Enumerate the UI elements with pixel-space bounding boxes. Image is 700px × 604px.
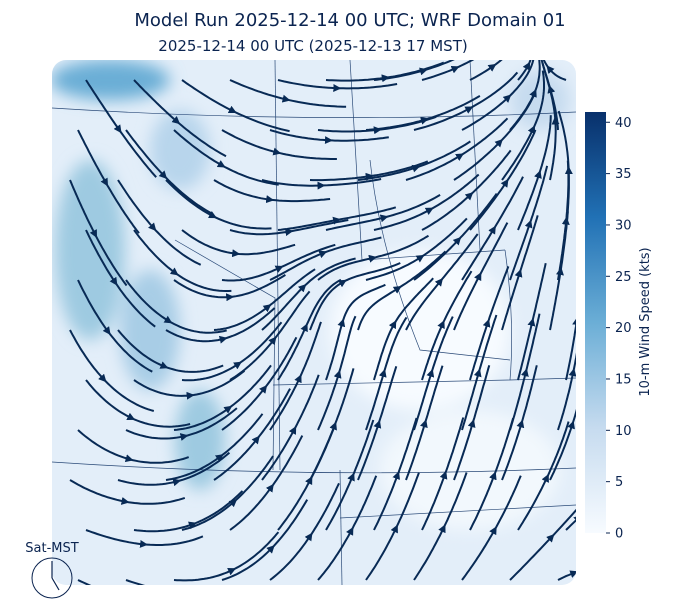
subtitle: 2025-12-14 00 UTC (2025-12-13 17 MST)	[158, 37, 467, 55]
streamline-arrow	[414, 167, 417, 168]
streamline-arrow	[538, 174, 539, 177]
streamline-arrow	[94, 232, 95, 235]
streamline-arrow	[478, 372, 479, 375]
map	[50, 51, 590, 600]
streamline-arrow	[441, 324, 442, 327]
streamline-arrow	[230, 570, 233, 571]
colorbar-tick-label: 10	[615, 424, 632, 439]
streamline-arrow	[236, 364, 239, 366]
streamline-arrow	[419, 257, 422, 259]
streamline-arrow	[521, 423, 522, 426]
streamline-arrow	[383, 373, 384, 376]
streamline-arrow	[218, 456, 220, 458]
streamline-arrow	[129, 417, 132, 418]
streamline-arrow	[166, 320, 169, 322]
streamline-arrow	[293, 430, 294, 433]
clock-label: Sat-MST	[25, 541, 78, 556]
streamline-arrow	[220, 164, 223, 165]
streamline-arrow	[395, 528, 396, 531]
colorbar-tick-label: 20	[615, 321, 632, 336]
streamline-arrow	[577, 518, 579, 520]
streamline-arrow	[467, 108, 470, 109]
streamline-arrow	[492, 229, 494, 232]
streamline-arrow	[221, 339, 224, 340]
colorbar-tick-label: 15	[615, 372, 632, 387]
streamline-arrow	[527, 65, 528, 68]
title: Model Run 2025-12-14 00 UTC; WRF Domain …	[134, 10, 565, 31]
streamline-arrow	[458, 155, 461, 157]
streamline-arrow	[444, 475, 445, 478]
streamline-arrow	[453, 68, 456, 69]
streamline-arrow	[231, 110, 234, 111]
streamline-arrow	[97, 589, 100, 590]
streamline-arrow	[493, 530, 494, 533]
colorbar-ticks: 0 5 10 15 20 25 30 35 40	[606, 116, 632, 542]
streamline-arrow	[532, 322, 533, 325]
streamline-arrow	[397, 475, 398, 478]
colorbar-tick-label: 0	[615, 527, 623, 542]
streamline-arrow	[422, 120, 425, 121]
colorbar-tick-label: 40	[615, 116, 632, 131]
streamline-arrow	[424, 423, 425, 426]
streamline-arrow	[162, 365, 165, 366]
streamline-arrow	[487, 323, 488, 326]
streamline-arrow	[298, 378, 299, 381]
streamline-arrow	[505, 182, 507, 184]
streamline-arrow	[305, 327, 306, 330]
streamline-arrow	[573, 372, 574, 375]
streamline-arrow	[127, 458, 130, 459]
streamline-arrow	[572, 573, 575, 574]
streamline-arrow	[428, 210, 431, 211]
streamline-arrow	[421, 70, 424, 71]
streamline-arrow	[396, 288, 399, 290]
streamline-arrow	[478, 276, 479, 279]
streamline-arrow	[519, 273, 520, 276]
streamline-arrow	[334, 425, 335, 428]
streamline-arrow	[442, 528, 443, 531]
streamline-arrow	[370, 258, 373, 259]
streamline-arrow	[431, 373, 432, 376]
colorbar-label: 10-m Wind Speed (kts)	[638, 247, 653, 396]
streamline-arrow	[274, 152, 277, 153]
colorbar-tick-label: 30	[615, 218, 632, 233]
streamline-arrow	[393, 324, 394, 327]
streamline-arrow	[123, 501, 126, 502]
streamline-arrow	[105, 180, 106, 183]
streamline-arrow	[227, 408, 229, 410]
streamline-arrow	[309, 536, 311, 538]
streamline-arrow	[174, 481, 177, 482]
streamline-arrow	[350, 530, 351, 533]
streamline-arrow	[546, 478, 547, 481]
colorbar-tick-label: 35	[615, 167, 632, 182]
streamline-arrow	[472, 423, 473, 426]
streamline-arrow	[182, 436, 185, 437]
streamline-arrow	[277, 268, 280, 269]
streamline-arrow	[351, 476, 352, 479]
streamline-arrow	[342, 322, 343, 325]
colorbar-tick-label: 5	[615, 475, 623, 490]
streamline-arrow	[334, 220, 337, 221]
streamline-arrow	[211, 215, 214, 216]
streamline-arrow	[532, 129, 533, 132]
colorbar-tick-label: 25	[615, 270, 632, 285]
streamline-arrow	[114, 280, 116, 283]
colorbar	[585, 112, 606, 533]
streamline-arrow	[571, 424, 572, 427]
streamline-arrow	[525, 372, 526, 375]
streamline-arrow	[491, 66, 493, 68]
streamline-arrow	[493, 475, 494, 478]
streamline-arrow	[529, 223, 530, 226]
streamline-arrow	[338, 374, 339, 377]
streamline-arrow	[378, 424, 379, 427]
streamline-arrow	[382, 217, 385, 218]
streamline-arrow	[341, 282, 344, 284]
streamline-arrow	[284, 99, 287, 100]
streamline-arrow	[321, 253, 324, 254]
streamline-arrow	[118, 127, 120, 129]
streamline-arrow	[533, 93, 534, 96]
streamline-arrow	[190, 524, 193, 525]
